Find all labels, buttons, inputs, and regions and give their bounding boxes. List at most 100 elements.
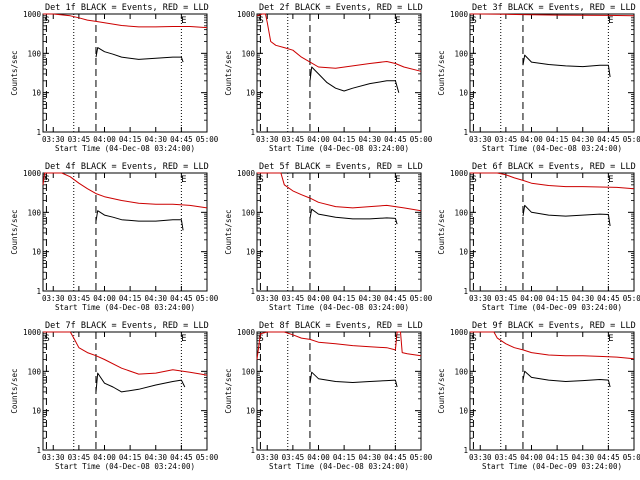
data-series-line <box>256 13 422 72</box>
x-tick-label: 03:30 <box>42 453 65 462</box>
x-tick-label: 03:30 <box>469 135 492 144</box>
data-series-line <box>522 204 611 227</box>
x-tick-label: 04:30 <box>571 135 594 144</box>
y-axis-label: Counts/sec <box>224 368 233 413</box>
x-tick-label: 03:45 <box>68 135 91 144</box>
x-tick-label: 03:45 <box>495 453 518 462</box>
y-tick-label: 1 <box>250 128 255 137</box>
plot-frame <box>469 331 635 451</box>
x-tick-label: 04:45 <box>597 135 620 144</box>
y-tick-label: 1000 <box>237 169 256 178</box>
plot-frame <box>256 172 422 292</box>
y-axis-label: Counts/sec <box>437 209 446 254</box>
x-tick-label: 04:15 <box>546 294 569 303</box>
x-tick-label: 03:45 <box>495 135 518 144</box>
x-tick-label: 05:00 <box>410 453 433 462</box>
chart-title: Det 4f BLACK = Events, RED = LLD <box>45 162 209 172</box>
y-tick-label: 1000 <box>23 328 42 337</box>
time-marker-s: S <box>44 16 49 26</box>
y-tick-label: 1000 <box>237 328 256 337</box>
x-tick-label: 04:15 <box>119 135 142 144</box>
x-tick-label: 03:45 <box>282 294 305 303</box>
x-tick-label: 05:00 <box>196 294 219 303</box>
x-tick-label: 03:45 <box>68 453 91 462</box>
x-tick-label: 04:00 <box>307 135 330 144</box>
time-marker-s: S <box>258 16 263 26</box>
chart-panel: Det 5f BLACK = Events, RED = LLD 1 10 100 10… <box>224 162 433 312</box>
x-tick-label: 04:15 <box>333 294 356 303</box>
y-axis-label: Counts/sec <box>10 50 19 95</box>
x-tick-label: 04:45 <box>170 135 193 144</box>
data-series-line <box>309 208 398 225</box>
time-marker-e: E <box>395 175 400 185</box>
y-tick-label: 1 <box>36 446 41 455</box>
chart-title: Det 5f BLACK = Events, RED = LLD <box>259 162 423 172</box>
time-marker-e: E <box>181 175 186 185</box>
x-tick-label: 03:30 <box>469 453 492 462</box>
y-tick-label: 100 <box>241 367 255 376</box>
chart-panel: Det 6f BLACK = Events, RED = LLD 1 10 100 10… <box>437 162 640 312</box>
y-axis-label: Counts/sec <box>437 50 446 95</box>
x-tick-label: 03:30 <box>256 294 279 303</box>
y-tick-label: 1000 <box>23 10 42 19</box>
y-tick-label: 10 <box>459 407 469 416</box>
y-tick-label: 1000 <box>23 169 42 178</box>
x-axis-label: Start Time (04-Dec-08 03:24:00) <box>55 144 195 153</box>
chart-title: Det 3f BLACK = Events, RED = LLD <box>472 3 636 13</box>
x-tick-label: 03:30 <box>256 135 279 144</box>
x-tick-label: 04:15 <box>546 453 569 462</box>
chart-title: Det 1f BLACK = Events, RED = LLD <box>45 3 209 13</box>
x-tick-label: 04:45 <box>170 453 193 462</box>
y-tick-label: 100 <box>454 49 468 58</box>
chart-panel: Det 8f BLACK = Events, RED = LLD 1 10 100 10… <box>224 321 433 471</box>
chart-panel: Det 9f BLACK = Events, RED = LLD 1 10 100 10… <box>437 321 640 471</box>
x-tick-label: 04:00 <box>93 135 116 144</box>
chart-panel: Det 4f BLACK = Events, RED = LLD 1 10 100 10… <box>10 162 219 312</box>
x-tick-label: 04:15 <box>119 294 142 303</box>
data-series-line <box>470 331 635 360</box>
y-tick-label: 1000 <box>237 10 256 19</box>
chart-panel: Det 7f BLACK = Events, RED = LLD 1 10 100 10… <box>10 321 219 471</box>
x-tick-label: 03:45 <box>282 135 305 144</box>
y-tick-label: 100 <box>27 367 41 376</box>
data-series-line <box>43 331 208 376</box>
x-axis-label: Start Time (04-Dec-08 03:24:00) <box>269 303 409 312</box>
y-tick-label: 10 <box>459 248 469 257</box>
y-tick-label: 100 <box>454 208 468 217</box>
x-tick-label: 04:30 <box>571 294 594 303</box>
x-tick-label: 05:00 <box>410 135 433 144</box>
y-tick-label: 1 <box>250 287 255 296</box>
y-tick-label: 100 <box>27 49 41 58</box>
data-series-line <box>42 172 208 209</box>
x-tick-label: 04:00 <box>307 294 330 303</box>
x-tick-label: 03:45 <box>282 453 305 462</box>
y-tick-label: 10 <box>246 248 256 257</box>
x-axis-label: Start Time (04-Dec-08 03:24:00) <box>269 144 409 153</box>
y-tick-label: 1 <box>463 128 468 137</box>
chart-panel: Det 3f BLACK = Events, RED = LLD 1 10 100 10… <box>437 3 640 153</box>
plot-frame <box>256 331 422 451</box>
time-marker-s: S <box>44 334 49 344</box>
y-tick-label: 10 <box>32 248 42 257</box>
y-tick-label: 1000 <box>450 10 469 19</box>
x-tick-label: 04:00 <box>93 453 116 462</box>
time-marker-e: E <box>608 334 613 344</box>
time-marker-e: E <box>608 16 613 26</box>
time-marker-e: E <box>181 334 186 344</box>
time-marker-e: E <box>395 334 400 344</box>
y-tick-label: 100 <box>27 208 41 217</box>
x-tick-label: 04:30 <box>358 453 381 462</box>
x-tick-label: 04:00 <box>520 294 543 303</box>
chart-panel: Det 2f BLACK = Events, RED = LLD 1 10 100 10… <box>224 3 433 153</box>
chart-title: Det 7f BLACK = Events, RED = LLD <box>45 321 209 331</box>
x-tick-label: 04:00 <box>520 453 543 462</box>
x-tick-label: 04:15 <box>119 453 142 462</box>
x-tick-label: 04:45 <box>170 294 193 303</box>
x-tick-label: 04:30 <box>144 453 167 462</box>
plot-frame <box>469 172 635 292</box>
time-marker-e: E <box>181 16 186 26</box>
data-series-line <box>95 210 184 231</box>
x-axis-label: Start Time (04-Dec-08 03:24:00) <box>482 144 622 153</box>
time-marker-s: S <box>258 175 263 185</box>
